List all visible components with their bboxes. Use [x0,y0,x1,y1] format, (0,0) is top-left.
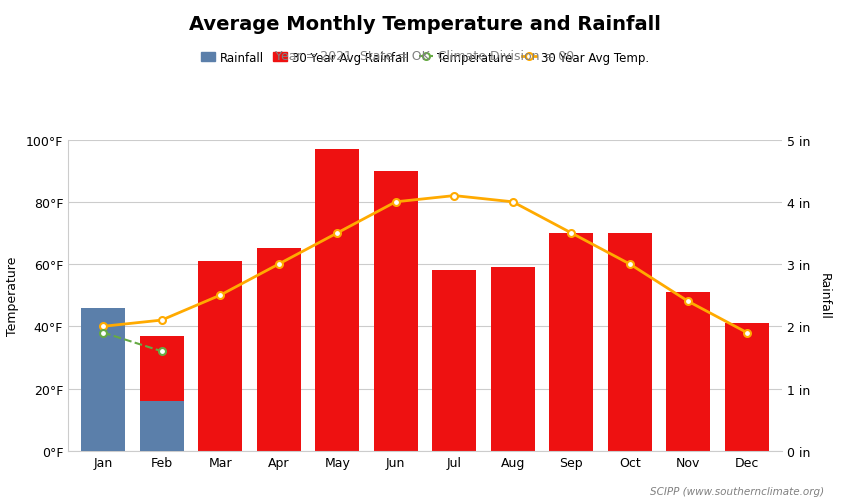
30 Year Avg Temp. [215,293,225,299]
Text: SCIPP (www.southernclimate.org): SCIPP (www.southernclimate.org) [650,486,824,496]
30 Year Avg Temp. [156,318,167,324]
Bar [608,233,652,451]
Bar [139,336,184,451]
Temperature [156,349,167,355]
Bar [257,249,301,451]
Y-axis label: Rainfall: Rainfall [818,272,831,319]
Bar [81,355,125,451]
30 Year Avg Temp. [332,230,343,236]
30 Year Avg Temp. [98,324,108,330]
Bar [433,271,476,451]
Bar [139,401,184,451]
30 Year Avg Temp. [391,199,401,205]
30 Year Avg Temp. [566,230,576,236]
Temperature [98,330,108,336]
Text: Average Monthly Temperature and Rainfall: Average Monthly Temperature and Rainfall [189,15,661,34]
Bar [315,150,360,451]
30 Year Avg Temp. [683,299,694,305]
Bar [549,233,593,451]
Line: Temperature: Temperature [99,329,165,355]
Bar [725,324,769,451]
30 Year Avg Temp. [742,330,752,336]
Bar [374,171,417,451]
Bar [198,262,242,451]
Text: Year = 2021  State = OK  Climate Division = 00: Year = 2021 State = OK Climate Division … [275,50,575,63]
Y-axis label: Temperature: Temperature [6,256,19,335]
Bar [81,308,125,451]
30 Year Avg Temp. [274,262,284,268]
30 Year Avg Temp. [449,193,459,199]
Line: 30 Year Avg Temp.: 30 Year Avg Temp. [99,193,751,336]
30 Year Avg Temp. [507,199,518,205]
Bar [666,293,711,451]
Legend: Rainfall, 30 Year Avg Rainfall, Temperature, 30 Year Avg Temp.: Rainfall, 30 Year Avg Rainfall, Temperat… [196,47,654,69]
Bar [490,268,535,451]
30 Year Avg Temp. [625,262,635,268]
